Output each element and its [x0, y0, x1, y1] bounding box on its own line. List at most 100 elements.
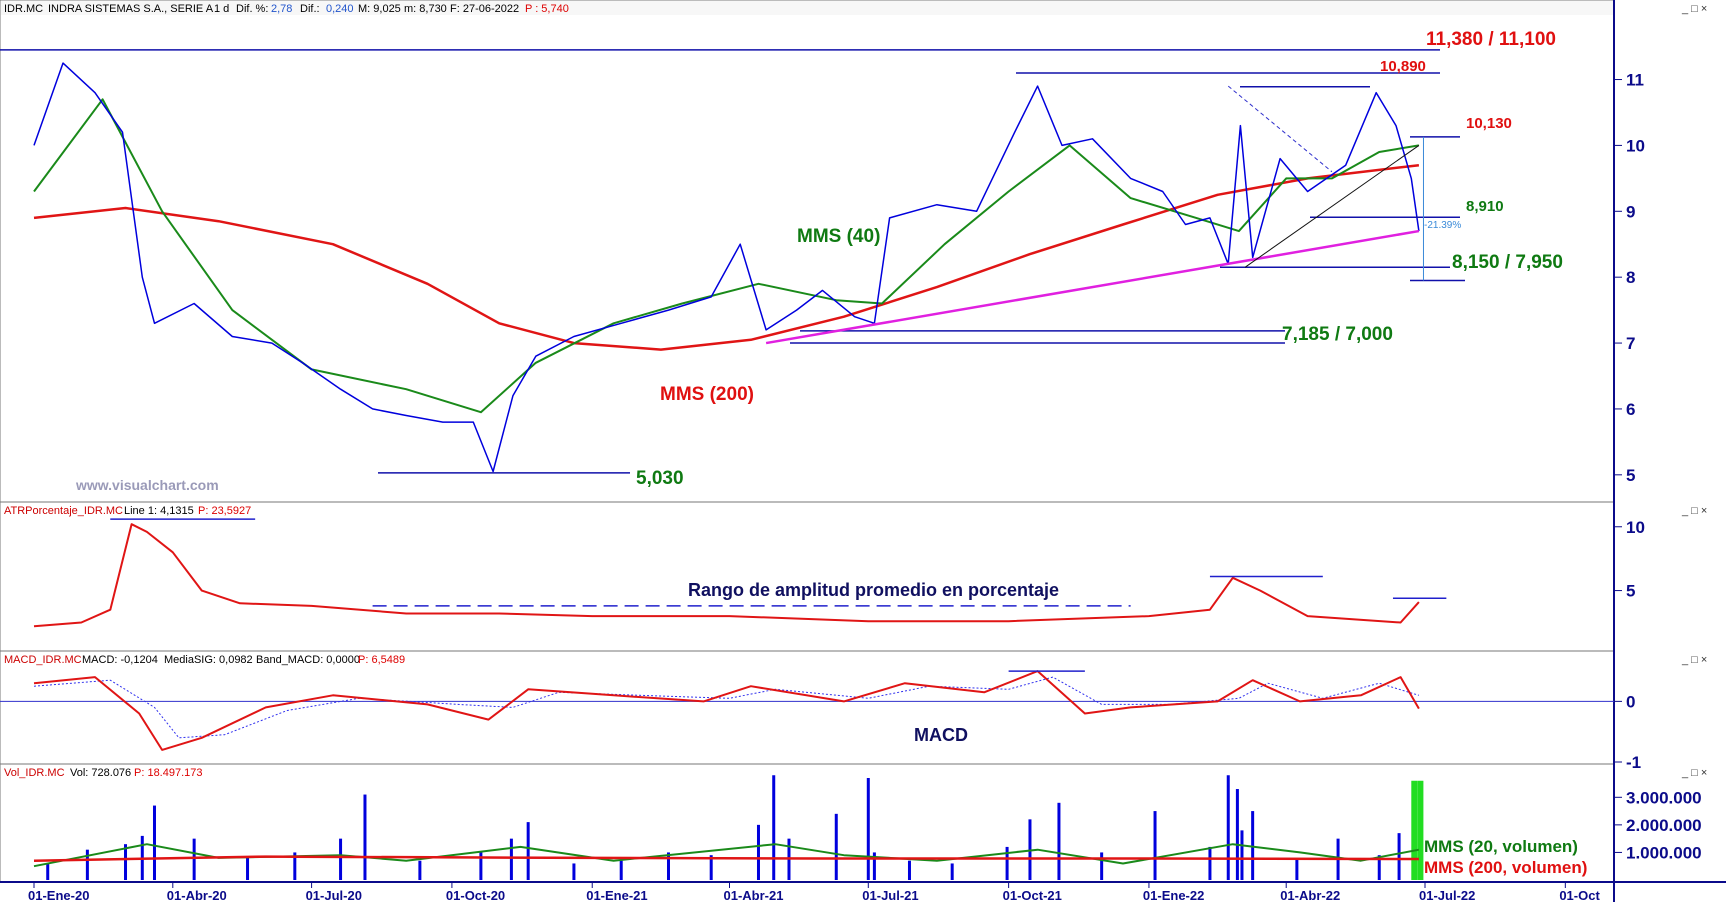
long-term-support-line: [765, 229, 1420, 345]
macd-header-macd: MACD: -0,1204: [82, 654, 158, 666]
volume-bar: [834, 813, 838, 880]
volume-bar: [666, 852, 670, 880]
level-label-10890: 10,890: [1380, 58, 1426, 75]
volume-bar: [1411, 780, 1418, 880]
vol-header-vol: Vol: 728.076: [70, 767, 131, 779]
macd-panel-frame: [0, 650, 1615, 765]
y-tick-label: 0: [1626, 692, 1635, 711]
volume-bar: [1295, 857, 1299, 880]
x-tick-label: 01-Jul-21: [862, 888, 918, 902]
vol-mm200-label: MMS (200, volumen): [1424, 858, 1587, 877]
atr-panel-frame: [0, 501, 1615, 652]
macd-signal-line: [33, 676, 1420, 739]
level-label-11380: 11,380 / 11,100: [1426, 29, 1556, 50]
level-label-5030: 5,030: [636, 468, 684, 489]
x-tick-label: 01-Ene-20: [28, 888, 89, 902]
volume-bar: [572, 863, 576, 880]
volume-bar: [619, 860, 623, 880]
x-tick-label: 01-Oct: [1559, 888, 1600, 902]
volume-bar: [526, 822, 530, 880]
volume-bar: [756, 824, 760, 880]
mm40-line: [33, 98, 1420, 414]
volume-bar: [293, 852, 297, 880]
volume-bar: [1251, 811, 1255, 880]
volume-bar: [46, 863, 50, 880]
volume-bar: [950, 863, 954, 880]
x-tick-label: 01-Oct-21: [1003, 888, 1062, 902]
price-header-p: P : 5,740: [525, 3, 569, 15]
volume-bar: [1397, 833, 1401, 880]
volume-bar: [339, 838, 343, 880]
volume-bar: [246, 857, 250, 880]
volume-bars: [46, 775, 1424, 880]
macd-header-band: Band_MACD: 0,0000: [256, 654, 360, 666]
series-lines: [0, 62, 1614, 868]
x-tick-label: 01-Ene-22: [1143, 888, 1204, 902]
y-tick-label: 5: [1626, 466, 1635, 485]
y-tick-label: 10: [1626, 518, 1645, 537]
price-header-difpct-value: 2,78: [271, 3, 292, 15]
y-tick-label: 7: [1626, 334, 1635, 353]
macd-window-controls[interactable]: _ □ ×: [1681, 654, 1707, 666]
volume-bar: [1208, 846, 1212, 880]
macd-header-symbol: MACD_IDR.MC: [4, 654, 82, 666]
y-tick-label: 11: [1626, 71, 1644, 90]
pct-drop-label: -21.39%: [1424, 220, 1461, 231]
y-tick-label: 8: [1626, 268, 1635, 287]
y-tick-label: 9: [1626, 202, 1635, 221]
price-window-controls[interactable]: _ □ ×: [1681, 3, 1707, 15]
atr-header-p: P: 23,5927: [198, 505, 251, 517]
price-header-dif-label: Dif.:: [300, 3, 320, 15]
macd-header-sig: MediaSIG: 0,0982: [164, 654, 253, 666]
price-header-symbol: IDR.MC: [4, 3, 43, 15]
axis-ticks: 01-Ene-20 01-Abr-20 01-Jul-20 01-Oct-20 01-E…: [28, 71, 1702, 903]
volume-bar: [709, 855, 713, 880]
vol-mm200-line: [33, 855, 1419, 862]
level-label-7185: 7,185 / 7,000: [1282, 324, 1393, 345]
level-label-8150: 8,150 / 7,950: [1452, 252, 1563, 273]
price-header-dif-value: 0,240: [326, 3, 354, 15]
watermark: www.visualchart.com: [75, 477, 219, 493]
price-header-period: 1 d: [214, 3, 229, 15]
mm40-label: MMS (40): [797, 226, 880, 247]
price-header-max: M: 9,025: [358, 3, 401, 15]
volume-bar: [152, 805, 156, 880]
volume-bar: [509, 838, 513, 880]
x-tick-label: 01-Oct-20: [446, 888, 505, 902]
vol-window-controls[interactable]: _ □ ×: [1681, 767, 1707, 779]
atr-window-controls[interactable]: _ □ ×: [1681, 505, 1707, 517]
x-tick-label: 01-Ene-21: [586, 888, 647, 902]
y-tick-label: 3.000.000: [1626, 788, 1702, 807]
x-tick-label: 01-Jul-20: [306, 888, 362, 902]
mm200-label: MMS (200): [660, 384, 754, 405]
vol-mm20-label: MMS (20, volumen): [1424, 837, 1578, 856]
volume-bar: [1100, 852, 1104, 880]
volume-panel-frame: [0, 763, 1615, 883]
volume-bar: [85, 849, 89, 880]
atr-line: [33, 523, 1420, 628]
y-tick-label: 1.000.000: [1626, 843, 1702, 862]
volume-bar: [363, 794, 367, 880]
volume-bar: [418, 860, 422, 880]
volume-bar: [479, 852, 483, 880]
volume-bar: [1057, 802, 1061, 880]
atr-annotation: Rango de amplitud promedio en porcentaje: [688, 580, 1059, 600]
volume-bar: [1417, 780, 1424, 880]
volume-bar: [192, 838, 196, 880]
x-tick-label: 01-Jul-22: [1419, 888, 1475, 902]
atr-header-symbol: ATRPorcentaje_IDR.MC: [4, 505, 123, 517]
x-tick-label: 01-Abr-20: [167, 888, 227, 902]
x-tick-label: 01-Abr-21: [724, 888, 784, 902]
price-header-difpct-label: Dif. %:: [236, 3, 268, 15]
y-tick-label: -1: [1626, 753, 1641, 772]
volume-bar: [124, 844, 128, 880]
rising-trend-line: [1244, 145, 1420, 268]
volume-bar: [872, 852, 876, 880]
macd-header-p: P: 6,5489: [358, 654, 405, 666]
volume-bar: [907, 860, 911, 880]
y-tick-label: 5: [1626, 582, 1635, 601]
atr-header-line1: Line 1: 4,1315: [124, 505, 194, 517]
price-header-date: F: 27-06-2022: [450, 3, 519, 15]
